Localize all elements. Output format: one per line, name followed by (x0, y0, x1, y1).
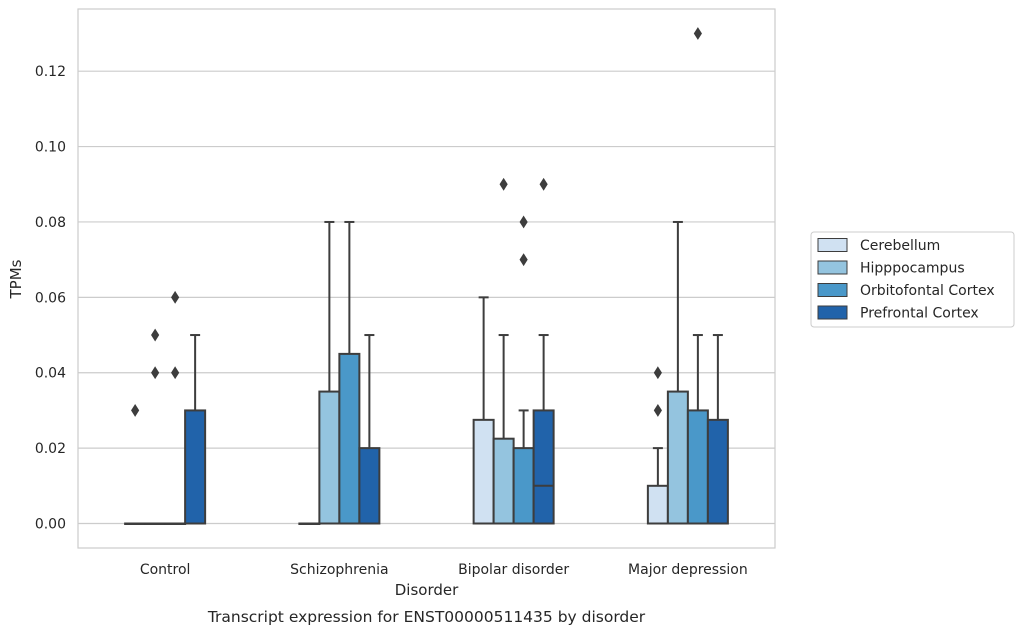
outlier-point (171, 290, 180, 304)
y-tick-label: 0.00 (35, 517, 66, 533)
box-group (472, 296, 495, 525)
box-group (184, 334, 207, 525)
box-group (646, 366, 669, 525)
box (706, 418, 729, 525)
legend: Cerebellum Hipppocampus Orbitofontal Corte… (810, 231, 1015, 328)
outlier-point (151, 328, 160, 342)
outlier-point (653, 366, 662, 380)
x-tick-label: Control (140, 562, 191, 578)
y-tick-label: 0.08 (35, 215, 66, 231)
box-group (338, 220, 361, 525)
legend-swatch (817, 260, 848, 275)
box (358, 447, 381, 525)
box-group (532, 177, 555, 525)
legend-label: Cerebellum (860, 238, 940, 254)
y-tick-labels: 0.00 0.02 0.04 0.06 0.08 0.10 0.12 (35, 64, 66, 532)
outlier-point (171, 366, 180, 380)
outlier-point (499, 177, 508, 191)
y-tick-label: 0.06 (35, 290, 66, 306)
outlier-point (519, 253, 528, 267)
box-group (358, 334, 381, 525)
box (512, 447, 535, 525)
box-group (706, 334, 729, 525)
outlier-point (131, 403, 140, 417)
x-tick-label: Schizophrenia (290, 562, 388, 578)
y-tick-label: 0.02 (35, 441, 66, 457)
y-axis-label: TPMs (7, 259, 25, 299)
box (686, 409, 709, 525)
y-tick-label: 0.10 (35, 140, 66, 156)
plot-frame (77, 8, 776, 549)
box-group (124, 403, 147, 525)
legend-frame (810, 231, 1015, 328)
box-group (298, 522, 321, 525)
box-group (686, 27, 709, 525)
box-group (144, 328, 167, 525)
box (338, 352, 361, 525)
outlier-point (693, 27, 702, 40)
box (532, 409, 555, 525)
box-layer (124, 27, 729, 525)
outlier-point (151, 366, 160, 380)
outlier-point (519, 215, 528, 229)
box-group (164, 290, 187, 525)
y-tick-label: 0.04 (35, 366, 66, 382)
x-axis-label: Disorder (395, 581, 459, 599)
legend-label: Hipppocampus (860, 261, 965, 277)
box (646, 484, 669, 525)
box (666, 390, 689, 525)
y-tick-label: 0.12 (35, 64, 66, 80)
box (492, 437, 515, 525)
legend-swatch (817, 283, 848, 297)
x-tick-label: Bipolar disorder (458, 562, 569, 578)
legend-items: Cerebellum Hipppocampus Orbitofontal Corte… (817, 238, 995, 322)
box-group (492, 177, 515, 525)
outlier-point (539, 177, 548, 191)
box-group (512, 215, 535, 525)
legend-label: Orbitofontal Cortex (860, 283, 995, 299)
box (472, 418, 495, 525)
chart-caption: Transcript expression for ENST0000051143… (207, 608, 646, 626)
box (318, 390, 341, 525)
x-tick-label: Major depression (628, 562, 748, 578)
x-tick-labels: Control Schizophrenia Bipolar disorder Majo… (140, 562, 748, 578)
legend-label: Prefrontal Cortex (860, 306, 979, 322)
outlier-point (653, 403, 662, 417)
box (184, 409, 207, 525)
legend-swatch (817, 305, 848, 320)
legend-swatch (817, 238, 848, 252)
